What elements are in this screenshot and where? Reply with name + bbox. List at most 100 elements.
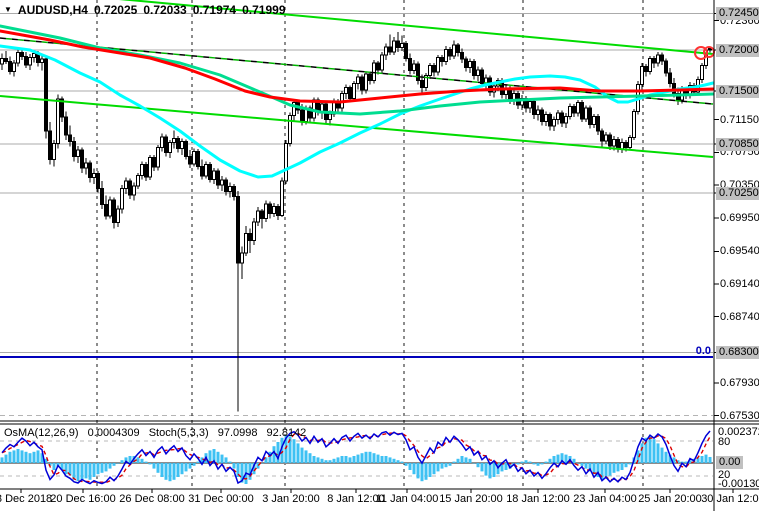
osma-bar (432, 463, 436, 475)
osma-bar (516, 463, 520, 465)
osma-bar (700, 456, 704, 463)
osma-bar (68, 463, 72, 476)
candle-body (448, 48, 452, 57)
candle-body (416, 63, 420, 81)
candle-body (168, 142, 172, 153)
osma-bar (364, 451, 368, 463)
candle-body (608, 134, 612, 147)
candle-body (360, 76, 364, 91)
osma-bar (360, 453, 364, 463)
osma-bar (28, 453, 32, 463)
osma-bar (372, 453, 376, 463)
candle-body (4, 57, 8, 63)
osma-bar (612, 463, 616, 473)
candle-body (52, 142, 56, 161)
osma-bar (208, 450, 212, 463)
osma-bar (308, 453, 312, 463)
osma-bar (660, 447, 664, 463)
osma-bar (240, 463, 244, 483)
candle-body (152, 156, 156, 168)
channel-upper-line (119, 0, 714, 55)
candle-body (76, 149, 80, 157)
osma-bar (60, 463, 64, 470)
candle-body (604, 134, 608, 142)
candle-body (532, 101, 536, 116)
candle-body (584, 107, 588, 120)
candle-body (660, 54, 664, 62)
osma-bar (296, 443, 300, 463)
candle-body (644, 65, 648, 72)
osma-bar (500, 463, 504, 472)
osma-bar (436, 463, 440, 472)
candle-body (8, 61, 12, 72)
osma-bar (508, 463, 512, 469)
osma-bar (644, 437, 648, 463)
candle-body (60, 98, 64, 118)
candle-body (548, 114, 552, 127)
osma-bar (676, 460, 680, 463)
candle-body (536, 109, 540, 116)
candle-body (540, 109, 544, 122)
osma-bar (476, 463, 480, 468)
osma-bar (424, 463, 428, 480)
candle-body (104, 204, 108, 217)
candle-body (288, 115, 292, 144)
candle-body (328, 113, 332, 121)
osma-bar (144, 461, 148, 463)
osma-bar (708, 456, 712, 463)
osma-bar (368, 451, 372, 463)
osma-bar (344, 456, 348, 463)
osma-bar (96, 463, 100, 475)
candle-body (648, 57, 652, 72)
candle-body (560, 112, 564, 124)
candle-body (652, 57, 656, 64)
ma-cyan (0, 44, 715, 179)
candle-body (452, 44, 456, 57)
osma-bar (52, 463, 56, 470)
osma-bar (564, 454, 568, 463)
candle-body (260, 210, 264, 220)
osma-bar (152, 463, 156, 469)
osma-bar (628, 463, 632, 465)
osma-bar (40, 453, 44, 463)
osma-bar (160, 463, 164, 477)
osma-bar (652, 439, 656, 463)
osma-bar (404, 463, 408, 466)
candle-body (196, 151, 200, 167)
candle-body (480, 69, 484, 85)
candle-body (24, 56, 28, 66)
osma-bar (584, 463, 588, 469)
osma-bar (520, 461, 524, 463)
osma-bar (36, 450, 40, 463)
osma-bar (376, 454, 380, 463)
osma-bar (484, 463, 488, 476)
osma-bar (172, 463, 176, 480)
candle-body (140, 164, 144, 176)
candle-body (244, 232, 248, 254)
candle-body (172, 137, 176, 144)
osma-bar (192, 463, 196, 466)
osma-bar (328, 460, 332, 463)
candle-body (184, 141, 188, 157)
osma-bar (164, 463, 168, 480)
osma-bar (176, 463, 180, 477)
osma-bar (4, 454, 8, 463)
osma-bar (252, 463, 256, 475)
candle-body (84, 162, 88, 169)
osma-bar (464, 457, 468, 463)
osma-bar (576, 463, 580, 464)
candle-body (368, 73, 372, 81)
osma-bar (536, 463, 540, 466)
candle-body (200, 165, 204, 177)
osma-bar (120, 460, 124, 463)
candle-body (240, 252, 244, 264)
stoch-k-line (1, 430, 711, 485)
candle-body (232, 186, 236, 198)
osma-bar (260, 463, 264, 464)
osma-bar (0, 457, 4, 463)
candle-body (56, 98, 60, 144)
osma-bar (8, 451, 12, 463)
osma-bar (444, 463, 448, 468)
candle-body (404, 43, 408, 59)
